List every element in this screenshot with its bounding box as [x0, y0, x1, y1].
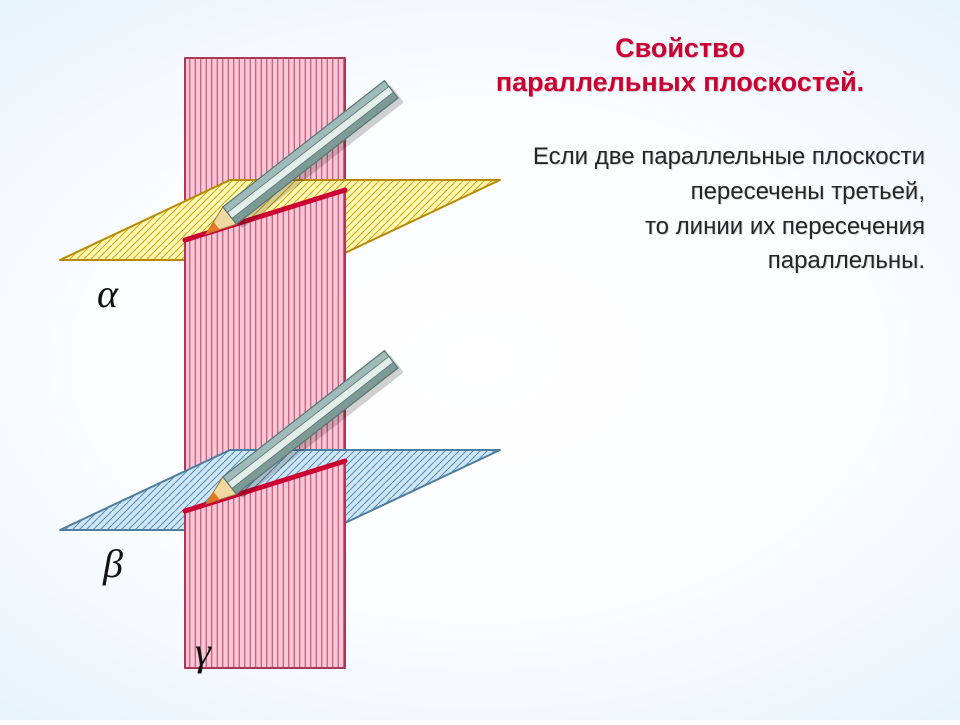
- body-line-1: Если две параллельные плоскости: [470, 140, 925, 175]
- theorem-text: Если две параллельные плоскости пересече…: [470, 140, 925, 279]
- body-line-3: то линии их пересечения: [470, 210, 925, 245]
- label-gamma: γ: [195, 628, 211, 675]
- label-alpha: α: [97, 270, 118, 317]
- body-line-4: параллельны.: [470, 244, 925, 279]
- label-beta: β: [103, 540, 123, 587]
- title-line-1: Свойство: [430, 32, 930, 66]
- title-line-2: параллельных плоскостей.: [430, 66, 930, 100]
- diagram-svg: [0, 0, 960, 720]
- diagram-stage: [0, 0, 960, 720]
- body-line-2: пересечены третьей,: [470, 175, 925, 210]
